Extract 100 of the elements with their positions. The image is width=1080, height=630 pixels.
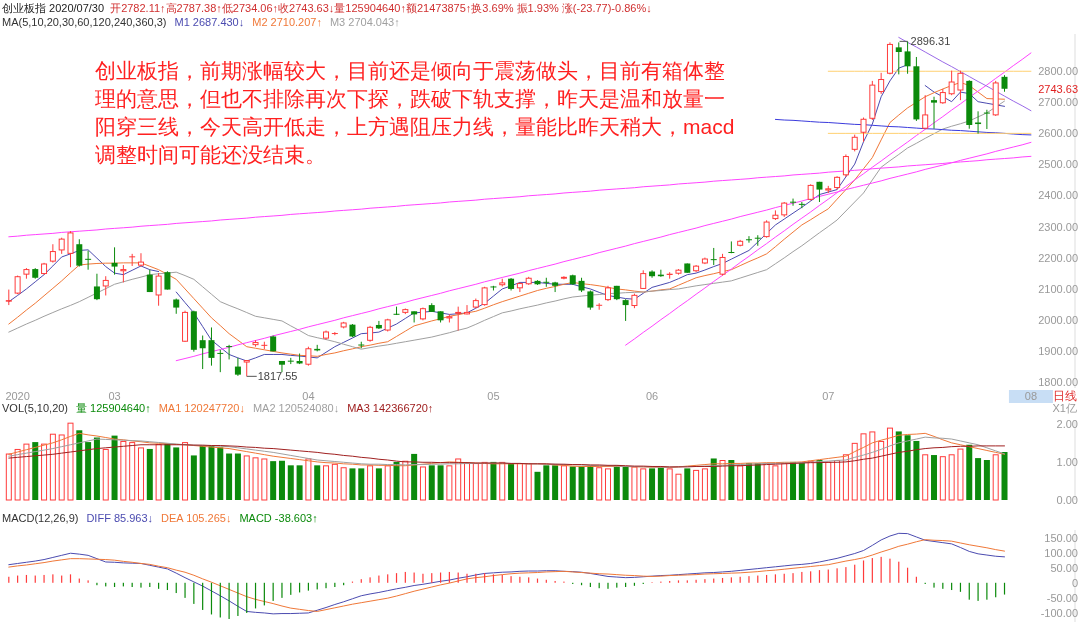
bar <box>886 427 893 501</box>
candlestick <box>111 246 118 276</box>
x-tick-label: 08 <box>1024 390 1038 402</box>
bar <box>895 431 902 500</box>
y-tick-label: 2600.00 <box>1038 127 1078 140</box>
bar <box>111 435 118 500</box>
y-tick-label: 1.00 <box>1056 455 1078 468</box>
text: DEA 105.265↓ <box>161 512 232 524</box>
y-tick-label: 2000.00 <box>1038 313 1078 326</box>
bar <box>349 468 356 500</box>
bar <box>860 433 867 501</box>
candlestick <box>199 335 206 370</box>
bar <box>305 458 312 501</box>
text: MA2 120524080↓ <box>252 402 340 414</box>
bar <box>41 443 48 501</box>
text: M3 2704.043↑ <box>329 16 400 28</box>
bar <box>693 469 700 501</box>
candlestick <box>860 117 867 143</box>
bar <box>851 442 858 501</box>
bar <box>728 460 735 500</box>
y-tick-label: 2800.00 <box>1038 65 1078 78</box>
bar <box>604 468 611 501</box>
candlestick <box>895 41 902 75</box>
candlestick <box>278 360 285 373</box>
text: DIFF 85.963↓ <box>86 512 154 524</box>
bar <box>745 463 752 500</box>
candlestick <box>155 272 162 307</box>
bar <box>481 461 488 501</box>
candlestick <box>983 109 990 130</box>
bar <box>261 458 268 501</box>
bar <box>199 445 206 500</box>
bar <box>499 461 506 501</box>
y-tick-label: 100.00 <box>1044 546 1078 559</box>
x-tick-label: 05 <box>487 390 500 402</box>
bar <box>252 457 259 501</box>
y-tick-label: 2200.00 <box>1038 251 1078 264</box>
candlestick <box>208 326 215 367</box>
y-tick-label: -100.00 <box>1040 606 1078 619</box>
bar <box>640 468 647 501</box>
bar <box>129 442 136 501</box>
bar <box>798 463 805 500</box>
candlestick <box>375 320 382 330</box>
bar <box>622 466 629 500</box>
candlestick <box>129 253 136 267</box>
legend-title: MA(5,10,20,30,60,120,240,360,3) <box>2 16 167 28</box>
bar <box>120 440 127 501</box>
bar <box>287 465 294 500</box>
bar <box>190 455 197 500</box>
text: 日线 <box>1053 389 1077 403</box>
bar <box>217 447 224 500</box>
chart-title: 创业板指 2020/07/30 <box>2 2 105 14</box>
bar <box>393 461 400 500</box>
x-tick-label: 06 <box>645 390 659 402</box>
chart-subtitle: 开2782.11↑高2787.38↑低2734.06↑收2743.63↓量125904640↑额21473875↑换3.69% 振1.93% 涨(-23.77)-0.86%↓ <box>110 2 652 14</box>
bar <box>931 455 938 500</box>
candlestick <box>76 238 83 268</box>
candlestick <box>305 346 312 367</box>
legend-title: VOL(5,10,20) <box>2 402 69 414</box>
candlestick <box>85 250 92 271</box>
bar <box>552 465 559 500</box>
x-tick-label: 03 <box>108 390 121 402</box>
bar <box>102 448 109 501</box>
bar <box>613 465 620 500</box>
bar <box>358 468 365 500</box>
y-tick-label: 2300.00 <box>1038 220 1078 233</box>
bar <box>587 465 594 500</box>
y-axis-title: X1亿 <box>1052 402 1077 414</box>
bar <box>966 444 973 500</box>
bar <box>992 454 999 501</box>
bar <box>754 463 761 500</box>
bar <box>957 448 964 501</box>
legend-title: MACD(12,26,9) <box>2 512 79 524</box>
candlestick <box>137 252 144 268</box>
candlestick <box>878 72 885 95</box>
bar <box>384 465 391 501</box>
x-tick-label: 04 <box>302 390 315 402</box>
bar <box>208 445 215 500</box>
bar <box>164 443 171 500</box>
y-tick-label: 0.00 <box>1056 494 1078 506</box>
bar <box>834 460 841 501</box>
bar <box>649 468 656 500</box>
bar <box>790 461 797 500</box>
bar <box>719 460 726 501</box>
y-tick-label: 2400.00 <box>1038 189 1078 202</box>
bar <box>904 435 911 500</box>
bar <box>182 442 189 501</box>
bar <box>58 434 65 501</box>
bar <box>816 460 823 500</box>
bar <box>93 437 100 500</box>
candlestick <box>587 289 594 311</box>
text: MACD -38.603↑ <box>239 512 318 524</box>
y-tick-label: 1900.00 <box>1038 344 1078 357</box>
y-tick-label: 2100.00 <box>1038 282 1078 295</box>
bar <box>922 454 929 501</box>
bar <box>455 458 462 501</box>
bar <box>710 458 717 500</box>
annotation: 2743.63 <box>1038 82 1078 95</box>
bar <box>825 461 832 501</box>
candlestick <box>455 306 462 332</box>
candlestick <box>790 198 797 207</box>
